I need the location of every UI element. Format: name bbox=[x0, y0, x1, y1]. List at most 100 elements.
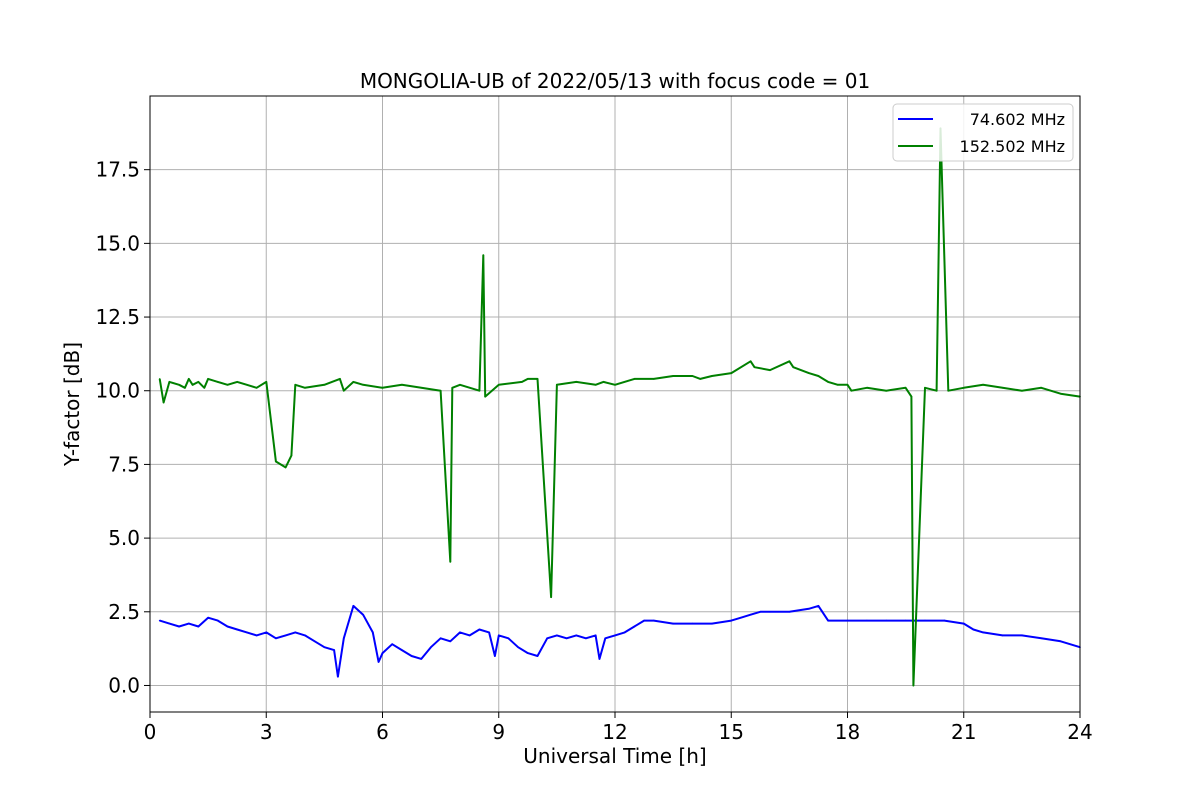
data-point bbox=[947, 389, 950, 392]
data-point bbox=[817, 375, 820, 377]
data-point bbox=[943, 619, 946, 622]
data-point bbox=[337, 675, 339, 678]
data-point bbox=[294, 631, 297, 634]
series-line-1 bbox=[159, 604, 1081, 678]
data-point bbox=[381, 652, 384, 654]
data-point bbox=[158, 619, 161, 622]
data-point bbox=[792, 366, 795, 369]
x-tick-label: 12 bbox=[602, 720, 627, 744]
y-tick-label: 7.5 bbox=[108, 452, 140, 476]
data-point bbox=[672, 375, 674, 377]
data-point bbox=[623, 631, 626, 634]
data-point bbox=[575, 634, 578, 637]
data-point bbox=[203, 387, 206, 389]
data-point bbox=[188, 622, 190, 625]
x-tick-label: 0 bbox=[144, 720, 157, 744]
data-point bbox=[449, 640, 452, 643]
chart-title: MONGOLIA-UB of 2022/05/13 with focus cod… bbox=[360, 69, 870, 93]
y-tick-label: 5.0 bbox=[108, 526, 140, 550]
data-point bbox=[672, 622, 674, 625]
data-point bbox=[1001, 634, 1004, 637]
data-point bbox=[184, 387, 186, 389]
data-point bbox=[711, 622, 713, 625]
data-point bbox=[885, 389, 888, 392]
data-point bbox=[207, 616, 209, 619]
data-point bbox=[817, 605, 820, 607]
data-point bbox=[827, 381, 829, 383]
data-point bbox=[323, 646, 326, 648]
data-point bbox=[333, 649, 335, 651]
data-point bbox=[197, 381, 200, 383]
data-point bbox=[191, 384, 194, 386]
data-point bbox=[972, 628, 975, 631]
data-point bbox=[391, 643, 394, 645]
data-point bbox=[290, 454, 293, 457]
data-point bbox=[808, 372, 810, 374]
data-point bbox=[788, 360, 791, 363]
data-point bbox=[1001, 387, 1004, 389]
data-point bbox=[362, 613, 364, 616]
data-point bbox=[226, 384, 229, 386]
data-point bbox=[691, 622, 694, 625]
data-point bbox=[1040, 637, 1043, 640]
data-point bbox=[246, 384, 248, 386]
plot-series bbox=[158, 127, 1081, 687]
data-point bbox=[420, 387, 423, 389]
data-point bbox=[614, 634, 616, 637]
data-point bbox=[494, 655, 496, 657]
x-tick-label: 3 bbox=[260, 720, 273, 744]
data-point bbox=[217, 619, 219, 622]
data-point bbox=[517, 646, 519, 648]
data-point bbox=[217, 381, 219, 383]
y-tick-label: 10.0 bbox=[95, 379, 140, 403]
data-point bbox=[352, 605, 355, 607]
data-point bbox=[585, 637, 587, 640]
data-point bbox=[556, 634, 558, 637]
data-point bbox=[935, 389, 938, 392]
data-point bbox=[885, 619, 888, 622]
y-tick-label: 12.5 bbox=[95, 305, 140, 329]
data-point bbox=[451, 387, 454, 389]
data-point bbox=[633, 625, 636, 628]
data-point bbox=[197, 625, 200, 628]
data-point bbox=[381, 387, 384, 389]
y-tick-label: 17.5 bbox=[95, 158, 140, 182]
data-point bbox=[255, 387, 258, 389]
data-point bbox=[178, 384, 180, 386]
data-point bbox=[740, 616, 742, 619]
data-point bbox=[323, 384, 326, 386]
data-point bbox=[753, 366, 756, 369]
data-point bbox=[604, 637, 607, 640]
data-point bbox=[866, 619, 868, 622]
data-point bbox=[924, 619, 926, 622]
y-tick-label: 2.5 bbox=[108, 600, 140, 624]
data-point bbox=[188, 378, 190, 380]
data-point bbox=[482, 254, 485, 256]
data-point bbox=[598, 658, 601, 660]
data-point bbox=[691, 375, 694, 377]
data-point bbox=[284, 466, 287, 469]
data-point bbox=[439, 637, 442, 640]
data-point bbox=[769, 611, 771, 613]
data-point bbox=[546, 637, 548, 640]
x-tick-label: 21 bbox=[951, 720, 976, 744]
data-point bbox=[963, 622, 965, 625]
legend-items: 74.602 MHz 152.502 MHz bbox=[898, 110, 1065, 156]
data-point bbox=[1059, 640, 1062, 643]
data-point bbox=[207, 378, 209, 380]
data-point bbox=[730, 372, 733, 374]
y-axis-label: Y-factor [dB] bbox=[60, 342, 84, 467]
data-point bbox=[527, 652, 529, 654]
data-point bbox=[850, 389, 853, 392]
data-point bbox=[265, 381, 268, 383]
data-point bbox=[904, 387, 907, 389]
data-point bbox=[459, 384, 461, 386]
data-point bbox=[401, 384, 403, 386]
data-point bbox=[265, 631, 268, 634]
data-point bbox=[158, 378, 161, 380]
data-point bbox=[168, 622, 171, 625]
data-point bbox=[963, 387, 965, 389]
data-point bbox=[837, 384, 839, 386]
y-axis-ticks: 0.0 2.5 5.0 7.5 10.0 12.5 15.0 17.5 bbox=[95, 158, 150, 697]
data-point bbox=[653, 619, 655, 622]
